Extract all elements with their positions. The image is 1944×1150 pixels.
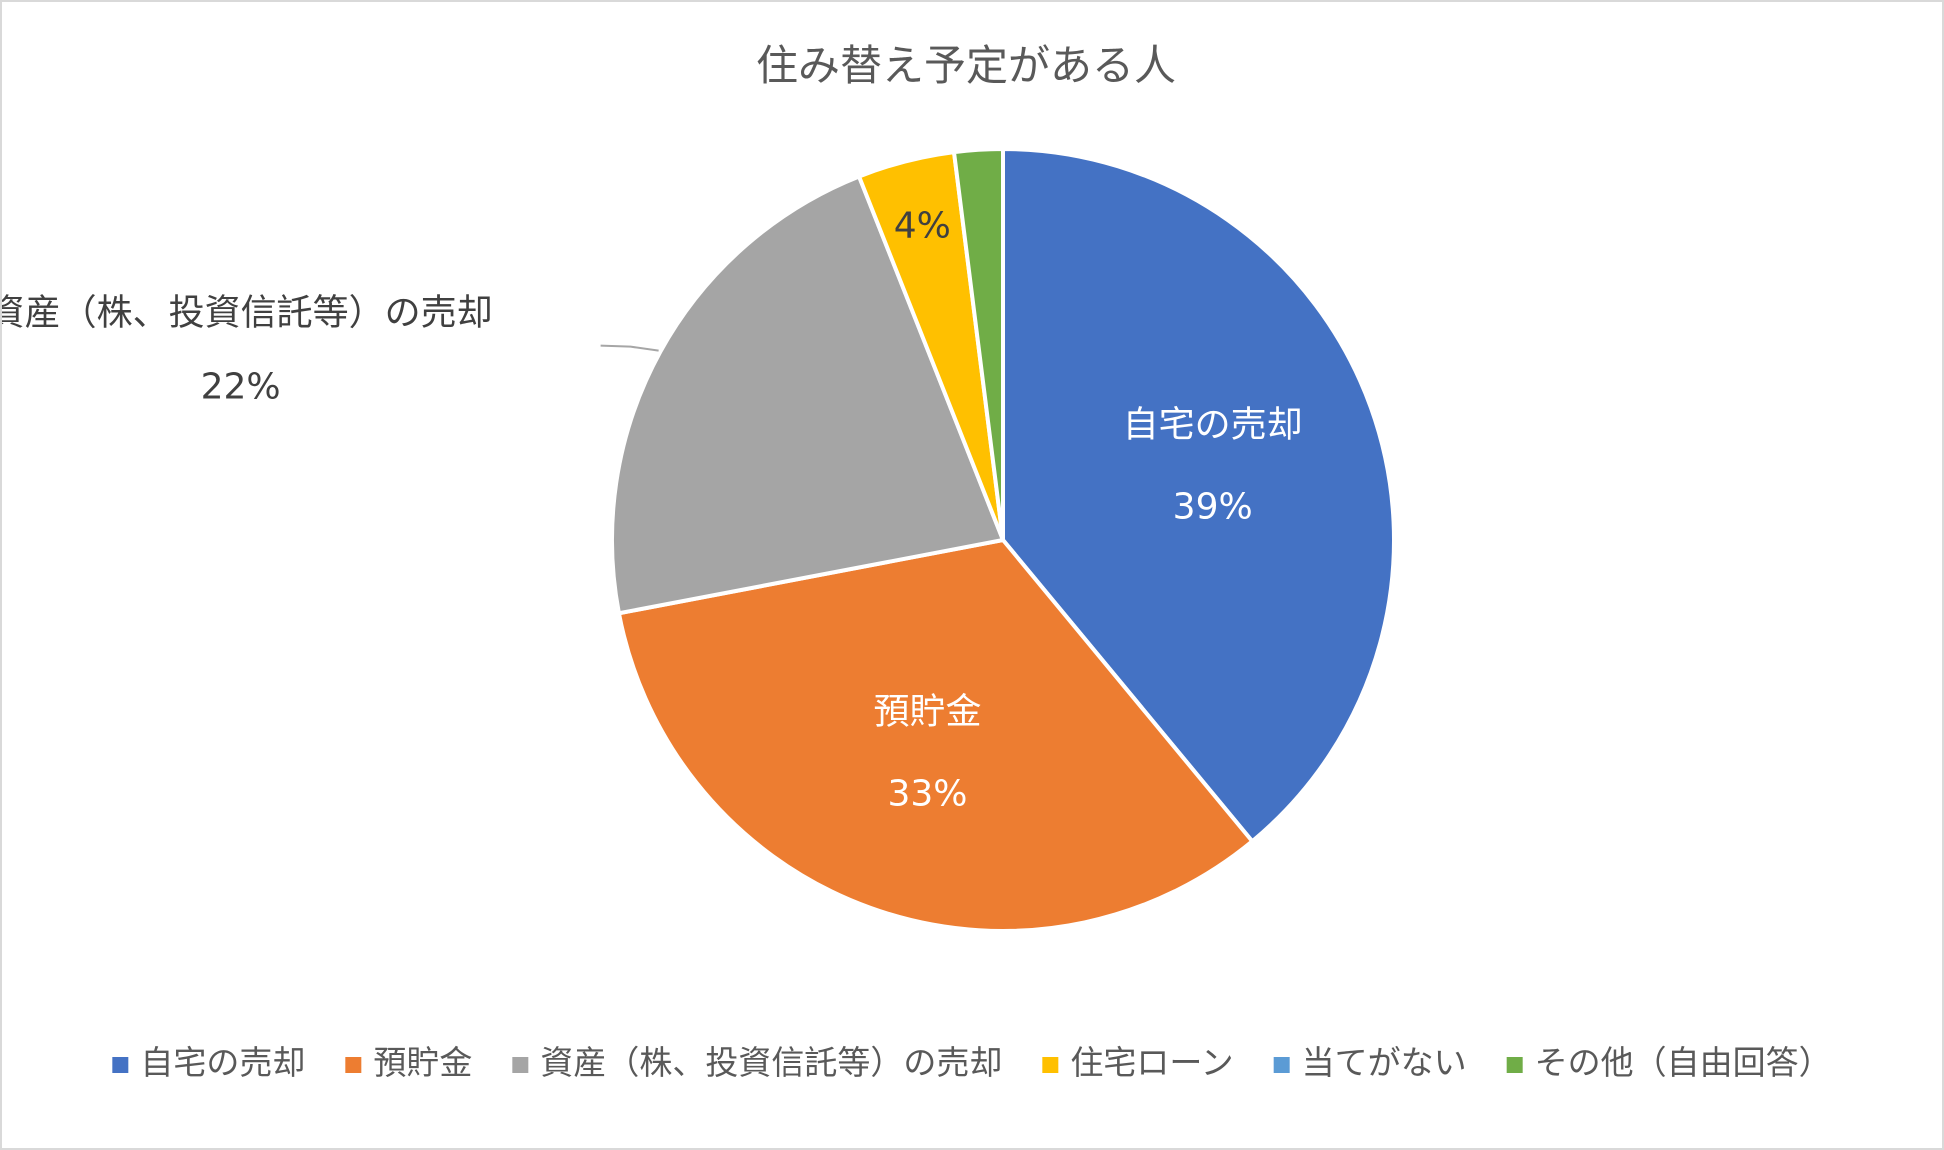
legend-swatch-4 (1273, 1057, 1290, 1073)
pie-slice-5 (951, 147, 1005, 542)
legend-swatch-0 (112, 1057, 129, 1073)
data-label-name-2: 資産（株、投資信託等）の売却 (2, 293, 493, 334)
legend-label-0: 自宅の売却 (140, 1043, 305, 1082)
slice-labels: 自宅の売却 39% 預貯金 33% 資産（株、投資信託等）の売却 22% 4% (2, 206, 1303, 815)
legend-swatch-3 (1042, 1057, 1059, 1073)
legend-swatch-2 (512, 1057, 529, 1073)
legend-label-2: 資産（株、投資信託等）の売却 (540, 1043, 1002, 1082)
legend-label-1: 預貯金 (373, 1043, 472, 1082)
legend-label-5: その他（自由回答） (1535, 1043, 1832, 1082)
legend-label-4: 当てがない (1302, 1043, 1467, 1082)
data-label-name-0: 自宅の売却 (1123, 405, 1303, 446)
pie-slice-1 (616, 538, 1255, 933)
data-label-value-1: 33% (887, 774, 967, 815)
data-label-value-3: 4% (894, 206, 951, 247)
leader-line-2 (600, 344, 659, 352)
data-label-name-1: 預貯金 (873, 692, 981, 733)
pie-slice-0 (1001, 147, 1396, 844)
data-label-value-0: 39% (1173, 487, 1253, 528)
chart-title: 住み替え予定がある人 (756, 41, 1176, 90)
legend-label-3: 住宅ローン (1070, 1043, 1233, 1082)
legend-swatch-5 (1506, 1057, 1523, 1073)
legend-swatch-1 (345, 1057, 362, 1073)
pie-slices (610, 147, 1396, 933)
pie-slice-2 (610, 174, 1005, 616)
data-label-value-2: 22% (201, 367, 281, 408)
legend: 自宅の売却 預貯金 資産（株、投資信託等）の売却 住宅ローン 当てがない その他（自由回答… (112, 1043, 1832, 1082)
